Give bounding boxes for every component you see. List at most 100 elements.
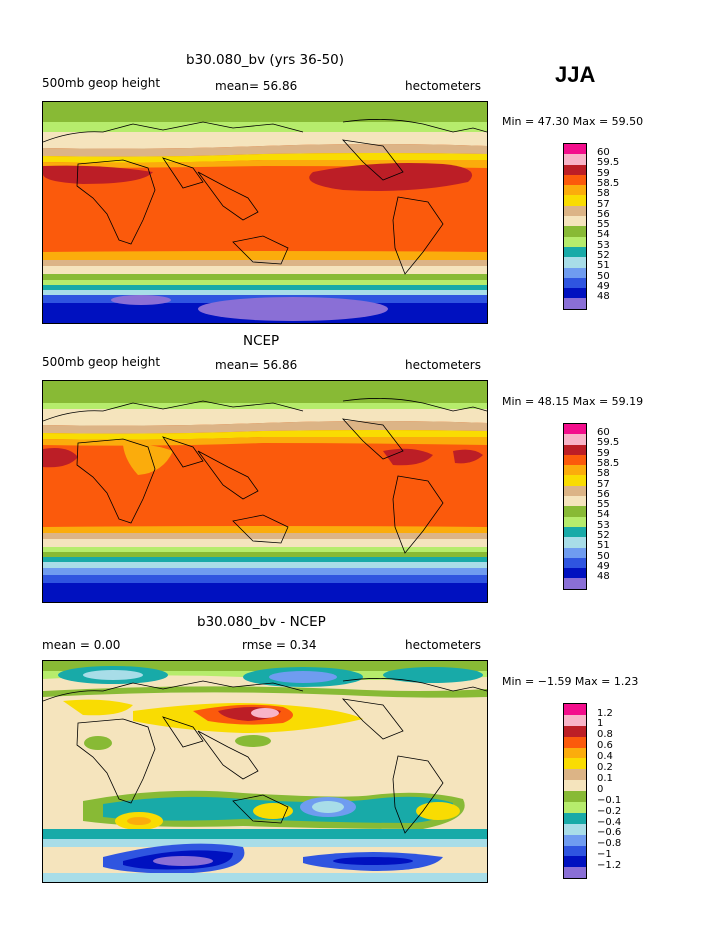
panel1-cbar-label: 60 bbox=[597, 147, 610, 158]
panel2-band-55 bbox=[43, 409, 487, 426]
panel2-cbar-label: 60 bbox=[597, 427, 610, 438]
panel3-pos-10 bbox=[251, 708, 279, 718]
panel1-band-54a bbox=[43, 122, 487, 132]
panel3-low-b-core bbox=[269, 671, 337, 683]
panel3-cbar-label: −0.2 bbox=[597, 805, 622, 817]
panel2-cbar-label: 50 bbox=[597, 550, 610, 562]
panel3-pos-south-b bbox=[253, 803, 293, 819]
panel2-cbar-label: 48 bbox=[597, 571, 610, 583]
panel2-cbar-label: 51 bbox=[597, 540, 610, 552]
panel3-cbar-label: 0.8 bbox=[597, 729, 613, 741]
panel3-cbar-label: −0.4 bbox=[597, 816, 622, 828]
panel3-colorbar-box bbox=[563, 703, 587, 880]
panel3-neg-south-core2 bbox=[312, 801, 344, 813]
panel2-band-52s bbox=[43, 557, 487, 562]
panel3-title: b30.080_bv - NCEP bbox=[197, 614, 326, 630]
panel3-low-a-core bbox=[83, 670, 143, 680]
panel2-title: NCEP bbox=[243, 333, 280, 349]
panel3-units-label: hectometers bbox=[405, 638, 481, 652]
panel3-cbar-label: 0.1 bbox=[597, 772, 613, 784]
season-label: JJA bbox=[555, 62, 596, 87]
panel1-cbar-label: 52 bbox=[597, 250, 610, 261]
panel3-band-0-mid bbox=[43, 686, 487, 698]
panel1-mean-label: mean= 56.86 bbox=[215, 79, 298, 93]
panel3-cbar-label: −0.1 bbox=[597, 794, 622, 806]
panel2-high-59-c bbox=[453, 449, 483, 464]
panel1-minmax: Min = 47.30 Max = 59.50 bbox=[502, 115, 644, 128]
panel1-high-59-africa bbox=[43, 165, 153, 184]
panel2-band-54s bbox=[43, 547, 487, 552]
panel3-map bbox=[42, 660, 488, 883]
panel2-band-56s bbox=[43, 533, 487, 539]
panel1-band-51s bbox=[43, 290, 487, 295]
panel3-contour-svg bbox=[43, 661, 487, 882]
panel2-map bbox=[42, 380, 488, 603]
panel3-cbar-label: 0.2 bbox=[597, 762, 613, 773]
panel1-cbar-label: 58.5 bbox=[597, 177, 620, 189]
panel1-coastlines bbox=[43, 119, 487, 275]
panel1-cbar-label: 50 bbox=[597, 270, 610, 282]
panel1-cbar-label: 49 bbox=[597, 280, 610, 292]
panel3-cbar-label: −0.8 bbox=[597, 838, 622, 850]
panel3-low-c bbox=[383, 667, 483, 683]
panel1-band-53s bbox=[43, 280, 487, 285]
panel2-cbar-label: 54 bbox=[597, 509, 610, 521]
panel2-cbar-label: 58.5 bbox=[597, 457, 620, 469]
panel2-cbar-label: 52 bbox=[597, 530, 610, 541]
panel3-mean-label: mean = 0.00 bbox=[42, 638, 121, 652]
panel3-cbar-label: 0.4 bbox=[597, 751, 613, 763]
panel1-units-label: hectometers bbox=[405, 79, 481, 93]
panel1-title: b30.080_bv (yrs 36-50) bbox=[186, 52, 345, 68]
panel1-cbar-label: 54 bbox=[597, 229, 610, 241]
panel1-low-48-a bbox=[111, 295, 171, 305]
panel1-band-52s bbox=[43, 285, 487, 290]
panel2-tibet-58 bbox=[123, 444, 173, 475]
panel1-band-54s bbox=[43, 274, 487, 280]
panel2-band-55s bbox=[43, 539, 487, 547]
panel2-cbar-label: 53 bbox=[597, 519, 610, 531]
panel1-band-55 bbox=[43, 132, 487, 149]
panel2-units-label: hectometers bbox=[405, 358, 481, 372]
panel1-colorbar: 60 59.5 59 58.5 58 57 56 55 54 53 52 51 … bbox=[563, 143, 619, 310]
panel3-colorbar: 1.2 1 0.8 0.6 0.4 0.2 0.1 0 −0.1 −0.2 −0… bbox=[563, 703, 621, 880]
panel2-band-58 bbox=[43, 437, 487, 446]
panel3-coastlines bbox=[43, 678, 487, 834]
panel2-band-54a bbox=[43, 403, 487, 409]
panel3-cbar-label: −0.6 bbox=[597, 827, 622, 839]
panel1-band-58s bbox=[43, 251, 487, 260]
panel3-cbar-label: 0.6 bbox=[597, 740, 613, 752]
panel3-neg-antarctic-b2 bbox=[333, 857, 413, 865]
panel3-cbar-label: 0 bbox=[597, 783, 604, 795]
panel1-band-55s bbox=[43, 266, 487, 274]
panel3-neg-0-a bbox=[84, 736, 112, 750]
panel3-minmax: Min = −1.59 Max = 1.23 bbox=[502, 675, 639, 688]
panel1-cbar-label: 59.5 bbox=[597, 157, 620, 169]
panel1-cbar-label: 57 bbox=[597, 198, 610, 210]
panel2-left-label: 500mb geop height bbox=[42, 355, 161, 369]
panel1-cbar-label: 55 bbox=[597, 219, 610, 231]
panel2-cbar-label: 58 bbox=[597, 468, 610, 480]
panel3-band-s-teal bbox=[43, 829, 487, 839]
panel2-cbar-label: 49 bbox=[597, 560, 610, 572]
panel1-low-48-b bbox=[198, 297, 388, 321]
panel1-cbar-label: 53 bbox=[597, 239, 610, 251]
panel2-band-54 bbox=[43, 381, 487, 403]
panel2-cbar-label: 59 bbox=[597, 447, 610, 459]
panel1-band-56 bbox=[43, 144, 487, 157]
panel1-cbar-label: 56 bbox=[597, 208, 610, 220]
panel2-band-51s bbox=[43, 562, 487, 568]
panel3-pos-04-africa bbox=[63, 699, 133, 716]
panel3-band-0-top bbox=[43, 661, 487, 671]
panel2-cbar-label: 59.5 bbox=[597, 437, 620, 449]
panel2-band-49s bbox=[43, 575, 487, 583]
panel1-colorbar-box bbox=[563, 143, 587, 310]
panel1-cbar-label: 48 bbox=[597, 291, 610, 303]
panel3-rmse-label: rmse = 0.34 bbox=[242, 638, 317, 652]
panel1-cbar-label: 58 bbox=[597, 188, 610, 200]
panel2-colorbar: 60 59.5 59 58.5 58 57 56 55 54 53 52 51 … bbox=[563, 423, 619, 590]
panel3-pos-south-a-core bbox=[127, 817, 151, 825]
panel3-cbar-label: 1.2 bbox=[597, 707, 613, 719]
panel1-cbar-label: 51 bbox=[597, 260, 610, 272]
panel2-cbar-label: 57 bbox=[597, 478, 610, 490]
panel1-contour-svg bbox=[43, 102, 487, 323]
